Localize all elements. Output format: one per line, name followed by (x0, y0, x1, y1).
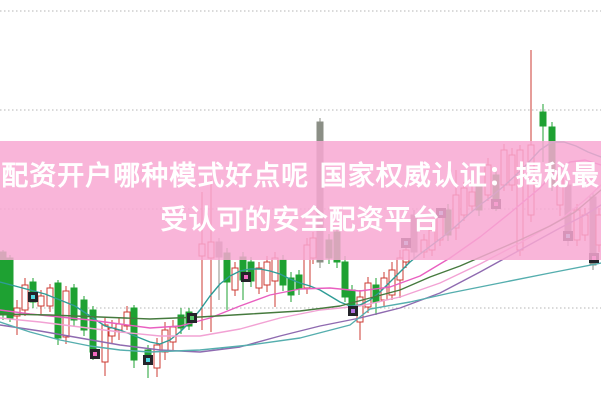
candle-body (255, 267, 263, 289)
candle-body (279, 259, 287, 286)
candle-body (364, 282, 372, 308)
candle-body (153, 344, 161, 369)
signal-marker-dot (244, 275, 248, 279)
promo-title-line2: 受认可的安全配资平台 (160, 205, 441, 236)
signal-marker-dot (93, 352, 97, 356)
candle-body (287, 277, 295, 296)
candle-body (123, 311, 131, 327)
candle-body (231, 267, 239, 291)
candle-body (271, 257, 279, 282)
candle-body (341, 261, 349, 298)
signal-marker-dot (190, 316, 194, 320)
candle-body (80, 299, 88, 331)
candle-body (177, 314, 185, 329)
signal-marker-dot (351, 309, 355, 313)
candle-body (380, 277, 388, 301)
candle-body (62, 290, 70, 338)
ma-slow-teal (0, 262, 601, 353)
candle-body (37, 295, 45, 307)
candle-body (54, 282, 62, 339)
signal-marker-dot (31, 295, 35, 299)
promo-title-line1: 配资开户哪种模式好点呢 国家权威认证：揭秘最 (1, 161, 600, 192)
signal-marker-dot (146, 358, 150, 362)
candle-body (108, 327, 116, 337)
candle-body (6, 257, 14, 319)
promo-banner: 配资开户哪种模式好点呢 国家权威认证：揭秘最 受认可的安全配资平台 (0, 141, 601, 260)
candle-body (263, 261, 271, 286)
candle-body (539, 111, 547, 127)
